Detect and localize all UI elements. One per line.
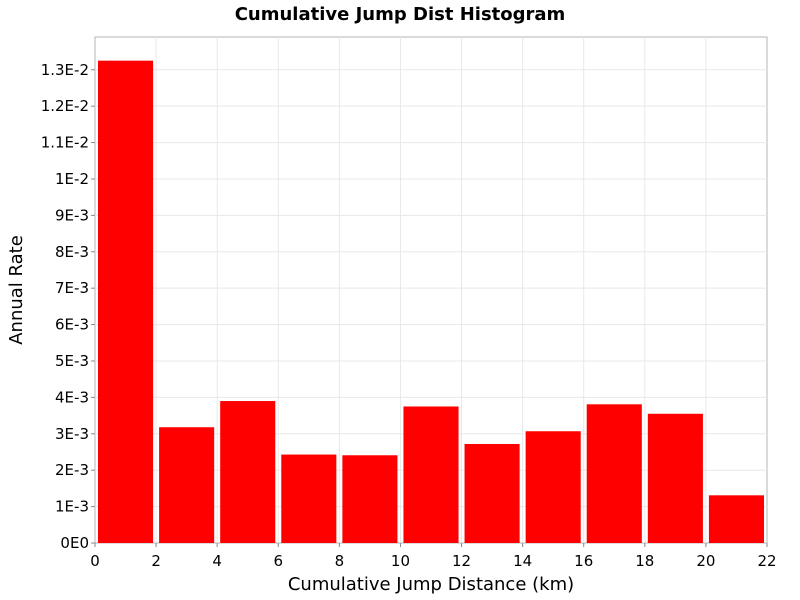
histogram-bar [98, 60, 154, 544]
y-tick-label: 0E0 [60, 534, 89, 552]
y-axis-label: Annual Rate [6, 235, 27, 345]
x-tick-label: 2 [151, 552, 161, 570]
histogram-bar [586, 404, 642, 543]
histogram-bar [159, 427, 215, 543]
histogram-bar [464, 443, 520, 543]
y-tick-label: 4E-3 [55, 388, 89, 406]
y-tick-label: 2E-3 [55, 461, 89, 479]
histogram-bar [220, 401, 276, 543]
y-tick-label: 1.1E-2 [41, 134, 89, 152]
y-tick-label: 1E-3 [55, 498, 89, 516]
y-tick-label: 1.2E-2 [41, 97, 89, 115]
y-tick-label: 1.3E-2 [41, 61, 89, 79]
x-tick-label: 14 [513, 552, 532, 570]
histogram-bar [708, 495, 764, 543]
axis-ticks: 0E0 1E-3 2E-3 3E-3 4E-3 5E-3 6E-3 7E-3 8E-3 9E-3 1… [41, 61, 777, 570]
x-tick-label: 6 [273, 552, 283, 570]
y-tick-label: 8E-3 [55, 243, 89, 261]
y-tick-label: 1E-2 [55, 170, 89, 188]
histogram-bar [281, 454, 337, 543]
y-tick-label: 9E-3 [55, 206, 89, 224]
y-tick-label: 3E-3 [55, 425, 89, 443]
x-tick-label: 0 [90, 552, 100, 570]
bars [98, 60, 764, 544]
y-tick-label: 5E-3 [55, 352, 89, 370]
chart-title: Cumulative Jump Dist Histogram [235, 4, 566, 25]
x-tick-label: 10 [391, 552, 410, 570]
x-axis-label: Cumulative Jump Distance (km) [288, 574, 574, 595]
x-tick-label: 16 [574, 552, 593, 570]
y-tick-label: 6E-3 [55, 316, 89, 334]
y-tick-label: 7E-3 [55, 279, 89, 297]
histogram-bar [342, 455, 398, 543]
x-tick-label: 12 [452, 552, 471, 570]
x-tick-label: 8 [335, 552, 345, 570]
histogram-bar [403, 406, 459, 543]
x-tick-label: 18 [635, 552, 654, 570]
histogram-bar [647, 413, 703, 543]
x-tick-label: 20 [696, 552, 715, 570]
x-tick-label: 22 [757, 552, 776, 570]
histogram-bar [525, 431, 581, 543]
x-tick-label: 4 [212, 552, 222, 570]
